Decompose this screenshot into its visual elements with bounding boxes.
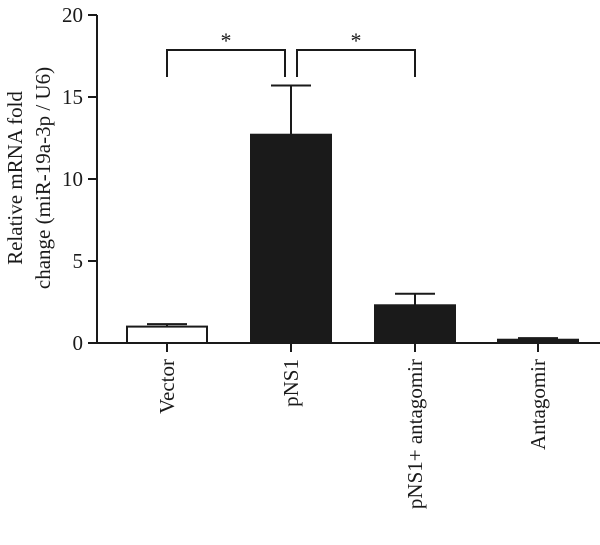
x-tick-label: pNS1 xyxy=(279,359,303,407)
y-axis-label-line-1: Relative mRNA fold xyxy=(3,91,27,265)
bar xyxy=(497,338,579,345)
y-tick-label: 5 xyxy=(73,249,84,273)
significance-star: * xyxy=(221,28,232,53)
significance-brackets: * * xyxy=(166,28,416,77)
x-tick-label: pNS1+ antagomir xyxy=(403,359,427,509)
x-axis: Vector pNS1 pNS1+ antagomir Antagomir xyxy=(97,342,600,509)
bar xyxy=(250,133,332,344)
significance-star: * xyxy=(351,28,362,53)
bar xyxy=(374,304,456,344)
significance-bracket xyxy=(296,49,416,77)
bars xyxy=(126,84,579,345)
y-tick-label: 15 xyxy=(62,85,83,109)
significance-bracket xyxy=(166,49,286,77)
y-tick-label: 20 xyxy=(62,3,83,27)
bar xyxy=(126,325,208,345)
x-tick-label: Vector xyxy=(155,359,179,414)
y-axis-label-line-2: change (miR-19a-3p / U6) xyxy=(31,67,55,289)
y-tick-label: 0 xyxy=(73,331,84,355)
y-tick-label: 10 xyxy=(62,167,83,191)
x-tick-label: Antagomir xyxy=(526,359,550,450)
y-axis: 0 5 10 15 20 xyxy=(62,3,98,355)
